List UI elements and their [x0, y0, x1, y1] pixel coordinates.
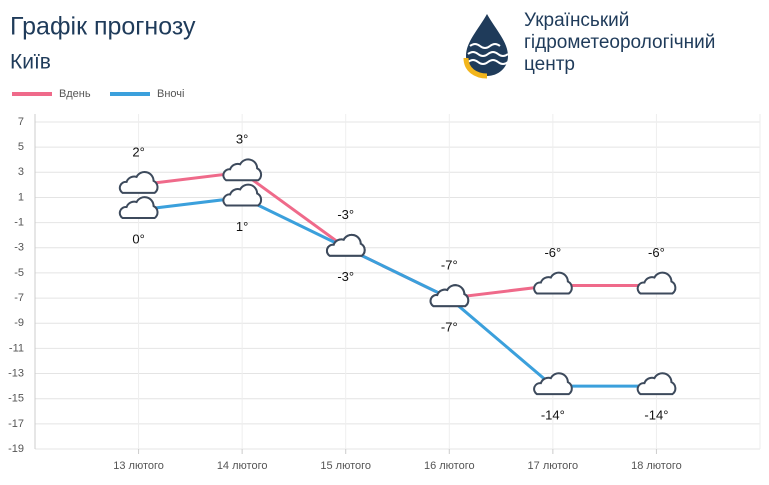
- cloud: [636, 271, 677, 295]
- value-label: 1°: [236, 219, 248, 234]
- weather-icon: [533, 271, 573, 295]
- value-label: -6°: [648, 245, 665, 260]
- value-label: 2°: [132, 144, 144, 159]
- y-tick-label: 1: [18, 191, 24, 203]
- cloud: [222, 158, 263, 182]
- value-label: -14°: [644, 408, 668, 423]
- x-tick-label: 17 лютого: [528, 460, 579, 472]
- y-tick-label: -13: [8, 367, 24, 379]
- y-tick-label: -7: [14, 292, 24, 304]
- logo-icon: [463, 14, 509, 79]
- cloud: [118, 171, 159, 194]
- y-tick-label: 3: [18, 166, 24, 178]
- value-label: 3°: [236, 132, 248, 147]
- y-tick-label: -5: [14, 267, 24, 279]
- y-tick-label: 5: [18, 141, 24, 153]
- y-tick-label: -19: [8, 443, 24, 455]
- y-tick-label: -15: [8, 393, 24, 405]
- city: Київ: [10, 51, 51, 74]
- weather-icon: [118, 171, 159, 194]
- cloud: [429, 284, 470, 308]
- y-tick-label: -17: [8, 418, 24, 430]
- line: [138, 170, 657, 300]
- value-label: -3°: [337, 207, 354, 222]
- line: [138, 195, 657, 388]
- weather-icon: [429, 284, 470, 308]
- cloud: [222, 183, 263, 207]
- x-tick-label: 15 лютого: [320, 460, 371, 472]
- weather-icon: [636, 271, 677, 295]
- cloud: [636, 372, 677, 396]
- logo-text: гідрометеорологічний: [524, 32, 715, 53]
- value-label: -7°: [441, 320, 458, 335]
- cloud: [533, 271, 573, 295]
- logo-text: Український: [524, 10, 629, 31]
- y-tick-label: -1: [14, 217, 24, 229]
- weather-icon: [636, 372, 677, 396]
- x-tick-label: 13 лютого: [113, 460, 164, 472]
- cloud: [533, 372, 573, 396]
- weather-icon: [222, 158, 263, 182]
- cloud: [118, 196, 159, 220]
- logo-text: центр: [524, 54, 575, 75]
- legend-label: Вночі: [157, 88, 184, 100]
- value-label: -3°: [337, 269, 354, 284]
- weather-icon: [325, 233, 366, 257]
- y-tick-label: -3: [14, 242, 24, 254]
- weather-icon: [118, 196, 159, 220]
- x-tick-label: 18 лютого: [631, 460, 682, 472]
- y-tick-label: -9: [14, 317, 24, 329]
- weather-icon: [533, 372, 573, 396]
- cloud: [325, 233, 366, 257]
- title: Графік прогнозу: [10, 13, 196, 41]
- value-label: 0°: [132, 231, 144, 246]
- value-label: -7°: [441, 258, 458, 273]
- x-tick-label: 16 лютого: [424, 460, 475, 472]
- legend-label: Вдень: [59, 88, 91, 100]
- value-label: -14°: [541, 408, 565, 423]
- weather-icon: [222, 183, 263, 207]
- value-label: -6°: [544, 245, 561, 260]
- x-tick-label: 14 лютого: [217, 460, 268, 472]
- y-tick-label: -11: [9, 342, 24, 354]
- y-tick-label: 7: [18, 116, 24, 128]
